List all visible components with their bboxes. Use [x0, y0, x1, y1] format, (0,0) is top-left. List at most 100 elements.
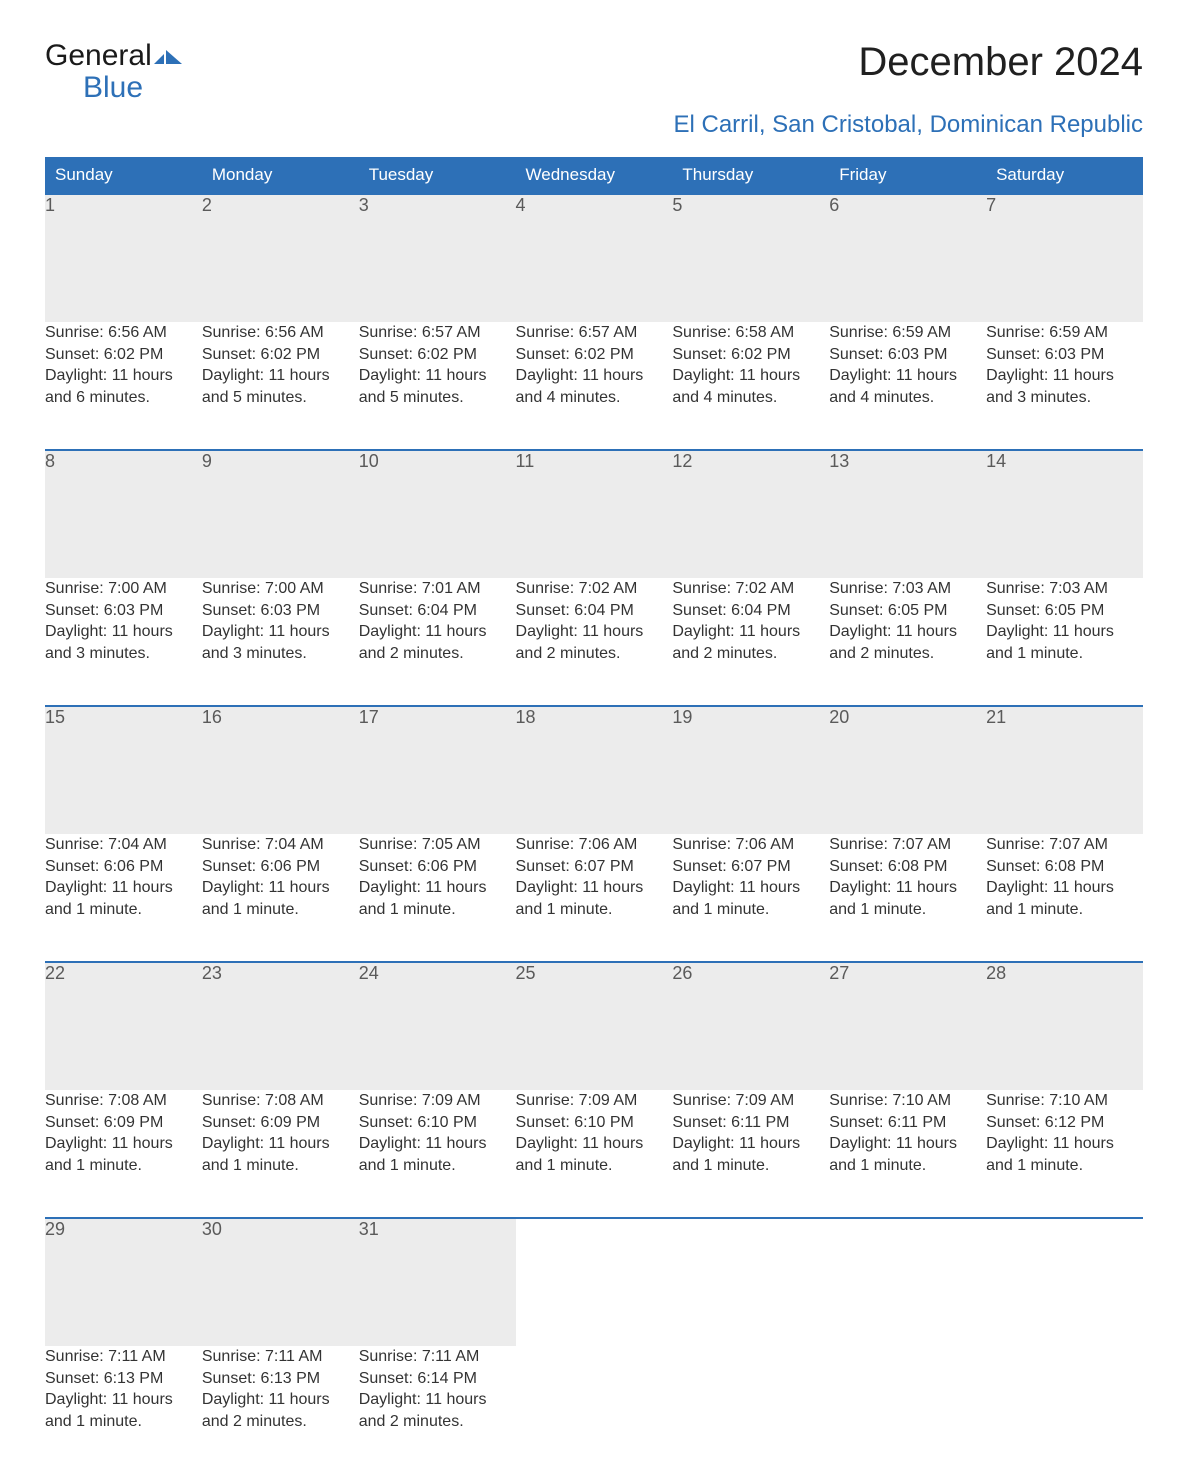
day-d1: Daylight: 11 hours	[202, 877, 359, 899]
empty-cell	[986, 1218, 1143, 1346]
week-body-row: Sunrise: 7:04 AMSunset: 6:06 PMDaylight:…	[45, 834, 1143, 962]
day-ss: Sunset: 6:02 PM	[45, 344, 202, 366]
day-d2: and 1 minute.	[829, 1155, 986, 1177]
day-cell: Sunrise: 6:58 AMSunset: 6:02 PMDaylight:…	[672, 322, 829, 450]
day-d1: Daylight: 11 hours	[45, 621, 202, 643]
day-d1: Daylight: 11 hours	[516, 621, 673, 643]
day-number: 31	[359, 1218, 516, 1346]
day-number: 13	[829, 450, 986, 578]
day-cell: Sunrise: 6:56 AMSunset: 6:02 PMDaylight:…	[202, 322, 359, 450]
weekday-header: Sunday	[45, 157, 202, 194]
day-cell: Sunrise: 7:01 AMSunset: 6:04 PMDaylight:…	[359, 578, 516, 706]
day-d1: Daylight: 11 hours	[829, 621, 986, 643]
day-ss: Sunset: 6:03 PM	[45, 600, 202, 622]
empty-cell	[829, 1346, 986, 1474]
day-d1: Daylight: 11 hours	[45, 365, 202, 387]
day-d1: Daylight: 11 hours	[359, 1133, 516, 1155]
day-sr: Sunrise: 7:11 AM	[45, 1346, 202, 1368]
day-ss: Sunset: 6:06 PM	[202, 856, 359, 878]
weekday-header: Thursday	[672, 157, 829, 194]
day-ss: Sunset: 6:10 PM	[516, 1112, 673, 1134]
day-sr: Sunrise: 7:10 AM	[829, 1090, 986, 1112]
day-ss: Sunset: 6:04 PM	[359, 600, 516, 622]
day-d2: and 1 minute.	[202, 1155, 359, 1177]
empty-cell	[516, 1346, 673, 1474]
day-sr: Sunrise: 7:08 AM	[202, 1090, 359, 1112]
day-ss: Sunset: 6:02 PM	[516, 344, 673, 366]
day-sr: Sunrise: 7:08 AM	[45, 1090, 202, 1112]
day-ss: Sunset: 6:13 PM	[45, 1368, 202, 1390]
day-d1: Daylight: 11 hours	[202, 621, 359, 643]
day-sr: Sunrise: 6:57 AM	[359, 322, 516, 344]
day-number: 9	[202, 450, 359, 578]
day-ss: Sunset: 6:07 PM	[672, 856, 829, 878]
day-ss: Sunset: 6:05 PM	[986, 600, 1143, 622]
day-number: 2	[202, 194, 359, 322]
day-d1: Daylight: 11 hours	[829, 365, 986, 387]
day-number: 18	[516, 706, 673, 834]
page-subtitle: El Carril, San Cristobal, Dominican Repu…	[45, 111, 1143, 139]
day-d1: Daylight: 11 hours	[516, 1133, 673, 1155]
day-sr: Sunrise: 6:57 AM	[516, 322, 673, 344]
day-d2: and 6 minutes.	[45, 387, 202, 409]
day-d1: Daylight: 11 hours	[359, 1389, 516, 1411]
day-d1: Daylight: 11 hours	[986, 877, 1143, 899]
day-d2: and 2 minutes.	[516, 643, 673, 665]
day-number: 1	[45, 194, 202, 322]
day-cell: Sunrise: 7:00 AMSunset: 6:03 PMDaylight:…	[45, 578, 202, 706]
day-ss: Sunset: 6:06 PM	[45, 856, 202, 878]
week-daynum-row: 22232425262728	[45, 962, 1143, 1090]
day-d2: and 1 minute.	[672, 899, 829, 921]
day-number: 12	[672, 450, 829, 578]
day-number: 27	[829, 962, 986, 1090]
day-d1: Daylight: 11 hours	[45, 877, 202, 899]
day-ss: Sunset: 6:08 PM	[829, 856, 986, 878]
day-cell: Sunrise: 6:56 AMSunset: 6:02 PMDaylight:…	[45, 322, 202, 450]
empty-cell	[672, 1346, 829, 1474]
header: General Blue December 2024	[45, 40, 1143, 103]
weekday-header: Monday	[202, 157, 359, 194]
day-sr: Sunrise: 6:56 AM	[45, 322, 202, 344]
day-sr: Sunrise: 7:00 AM	[202, 578, 359, 600]
day-d1: Daylight: 11 hours	[672, 365, 829, 387]
day-d2: and 2 minutes.	[202, 1411, 359, 1433]
weekday-header: Wednesday	[516, 157, 673, 194]
logo-word1: General	[45, 40, 152, 72]
day-sr: Sunrise: 7:02 AM	[516, 578, 673, 600]
week-body-row: Sunrise: 6:56 AMSunset: 6:02 PMDaylight:…	[45, 322, 1143, 450]
day-number: 8	[45, 450, 202, 578]
day-sr: Sunrise: 7:02 AM	[672, 578, 829, 600]
day-ss: Sunset: 6:03 PM	[829, 344, 986, 366]
day-sr: Sunrise: 7:09 AM	[672, 1090, 829, 1112]
day-ss: Sunset: 6:03 PM	[986, 344, 1143, 366]
day-d2: and 4 minutes.	[829, 387, 986, 409]
day-sr: Sunrise: 7:09 AM	[359, 1090, 516, 1112]
day-d2: and 5 minutes.	[202, 387, 359, 409]
day-number: 24	[359, 962, 516, 1090]
day-cell: Sunrise: 7:08 AMSunset: 6:09 PMDaylight:…	[45, 1090, 202, 1218]
day-sr: Sunrise: 7:06 AM	[672, 834, 829, 856]
day-ss: Sunset: 6:13 PM	[202, 1368, 359, 1390]
day-cell: Sunrise: 7:04 AMSunset: 6:06 PMDaylight:…	[202, 834, 359, 962]
day-d2: and 2 minutes.	[672, 643, 829, 665]
day-ss: Sunset: 6:07 PM	[516, 856, 673, 878]
day-d1: Daylight: 11 hours	[359, 621, 516, 643]
day-ss: Sunset: 6:06 PM	[359, 856, 516, 878]
calendar-table: SundayMondayTuesdayWednesdayThursdayFrid…	[45, 157, 1143, 1474]
day-ss: Sunset: 6:12 PM	[986, 1112, 1143, 1134]
day-d1: Daylight: 11 hours	[359, 365, 516, 387]
day-d1: Daylight: 11 hours	[672, 621, 829, 643]
day-number: 7	[986, 194, 1143, 322]
empty-cell	[986, 1346, 1143, 1474]
day-d1: Daylight: 11 hours	[672, 877, 829, 899]
day-ss: Sunset: 6:09 PM	[202, 1112, 359, 1134]
day-d2: and 1 minute.	[672, 1155, 829, 1177]
day-cell: Sunrise: 7:08 AMSunset: 6:09 PMDaylight:…	[202, 1090, 359, 1218]
week-daynum-row: 1234567	[45, 194, 1143, 322]
day-sr: Sunrise: 6:58 AM	[672, 322, 829, 344]
day-ss: Sunset: 6:02 PM	[672, 344, 829, 366]
day-ss: Sunset: 6:03 PM	[202, 600, 359, 622]
day-cell: Sunrise: 7:11 AMSunset: 6:14 PMDaylight:…	[359, 1346, 516, 1474]
empty-cell	[672, 1218, 829, 1346]
day-number: 25	[516, 962, 673, 1090]
